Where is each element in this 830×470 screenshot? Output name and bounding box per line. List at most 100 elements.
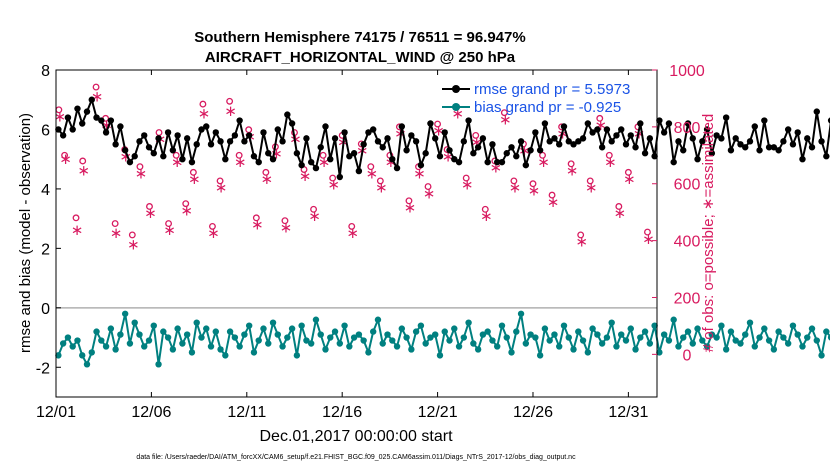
rmse-point [374, 138, 382, 145]
obs-assimilated-marker: ∗ [318, 153, 331, 171]
y-ticks-right: 0 200 400 600 800 1000 [652, 63, 705, 364]
x-tick-label: 12/26 [513, 404, 553, 421]
bias-point [775, 328, 782, 335]
obs-possible-marker [146, 203, 153, 210]
obs-assimilated-marker: ∗ [207, 224, 220, 242]
bias-point [508, 349, 515, 356]
rmse-point [508, 144, 515, 151]
rmse-point [718, 135, 725, 142]
rmse-point [761, 117, 768, 124]
bias-point [689, 340, 696, 347]
rmse-point [417, 161, 425, 169]
rmse-point [74, 105, 81, 112]
rmse-point [455, 158, 463, 166]
bias-point [141, 343, 148, 350]
rmse-point [799, 155, 806, 163]
bias-point [150, 322, 157, 329]
rmse-point [489, 141, 496, 148]
rmse-point [107, 117, 115, 124]
bias-point [761, 325, 768, 332]
y-tick-label-left: -2 [36, 360, 50, 377]
bias-point [799, 343, 806, 350]
obs-possible-marker [596, 114, 604, 122]
bias-point [818, 352, 825, 359]
rmse-point [646, 135, 654, 142]
rmse-point [274, 126, 281, 133]
rmse-point [517, 138, 525, 145]
bias-point [565, 334, 572, 341]
rmse-point [155, 135, 162, 142]
bias-point [188, 349, 196, 356]
bias-point [765, 337, 773, 344]
bias-point [684, 328, 692, 335]
obs-assimilated-marker: ∗ [127, 235, 140, 253]
rmse-point [93, 114, 100, 121]
rmse-point [565, 138, 572, 145]
rmse-point [541, 120, 549, 127]
bias-point [794, 331, 801, 338]
bias-point [479, 331, 487, 338]
y-tick-label-right: 1000 [669, 63, 705, 80]
rmse-point [808, 144, 816, 151]
obs-possible-marker [252, 214, 260, 222]
obs-assimilated-marker: ∗ [423, 184, 436, 202]
bias-point [102, 343, 110, 350]
obs-possible-marker [434, 120, 442, 128]
rmse-point [169, 147, 177, 154]
x-tick-label: 12/11 [227, 404, 266, 421]
rmse-point [193, 141, 200, 148]
obs-possible-marker [172, 151, 180, 159]
obs-assimilated-marker: ∗ [642, 230, 655, 248]
rmse-point [121, 147, 129, 154]
rmse-point [102, 129, 110, 136]
bias-point [303, 337, 310, 344]
bias-point [288, 325, 296, 332]
rmse-point [641, 150, 649, 157]
legend-rmse-marker [452, 85, 460, 93]
legend-rmse-label: rmse grand pr = 5.5973 [474, 81, 630, 98]
rmse-point [350, 150, 358, 157]
chart-title-line2: AIRCRAFT_HORIZONTAL_WIND @ 250 hPa [205, 49, 516, 66]
bias-point [112, 346, 119, 353]
bias-point [823, 328, 830, 335]
bias-point [284, 334, 291, 341]
obs-assimilated-marker: ∗ [509, 179, 522, 197]
bias-point [131, 319, 138, 326]
obs-possible-marker [182, 200, 190, 208]
obs-possible-marker [644, 228, 651, 236]
bias-point [346, 343, 353, 350]
rmse-point [637, 120, 644, 127]
bias-point [260, 325, 267, 332]
obs-possible-marker [79, 157, 87, 165]
rmse-point [708, 150, 716, 157]
rmse-point [231, 132, 239, 139]
bias-point [455, 343, 463, 350]
rmse-point [393, 164, 401, 172]
rmse-point [827, 117, 830, 124]
bias-point [608, 319, 615, 326]
legend-bias-marker [452, 103, 460, 111]
rmse-point [245, 132, 253, 139]
rmse-point [732, 135, 739, 142]
bias-point [641, 328, 649, 335]
rmse-point [145, 144, 153, 151]
x-axis-label: Dec.01,2017 00:00:00 start [259, 428, 453, 445]
obs-possible-marker [586, 177, 594, 185]
bias-point [236, 343, 243, 350]
obs-assimilated-marker: ∗ [299, 167, 312, 185]
rmse-point [255, 158, 262, 166]
rmse-point [141, 132, 148, 139]
bias-point [556, 343, 563, 350]
y-tick-label-left: 6 [41, 122, 50, 139]
rmse-point [126, 158, 134, 166]
rmse-point [699, 138, 706, 145]
bias-point [107, 325, 115, 332]
obs-assimilated-marker: ∗ [614, 204, 627, 222]
bias-point [222, 352, 229, 359]
bias-point [245, 322, 253, 329]
rmse-point [460, 138, 468, 145]
y-tick-label-left: 2 [41, 241, 50, 258]
bias-point [179, 340, 186, 347]
bias-point [412, 328, 420, 335]
bias-point [474, 346, 482, 353]
